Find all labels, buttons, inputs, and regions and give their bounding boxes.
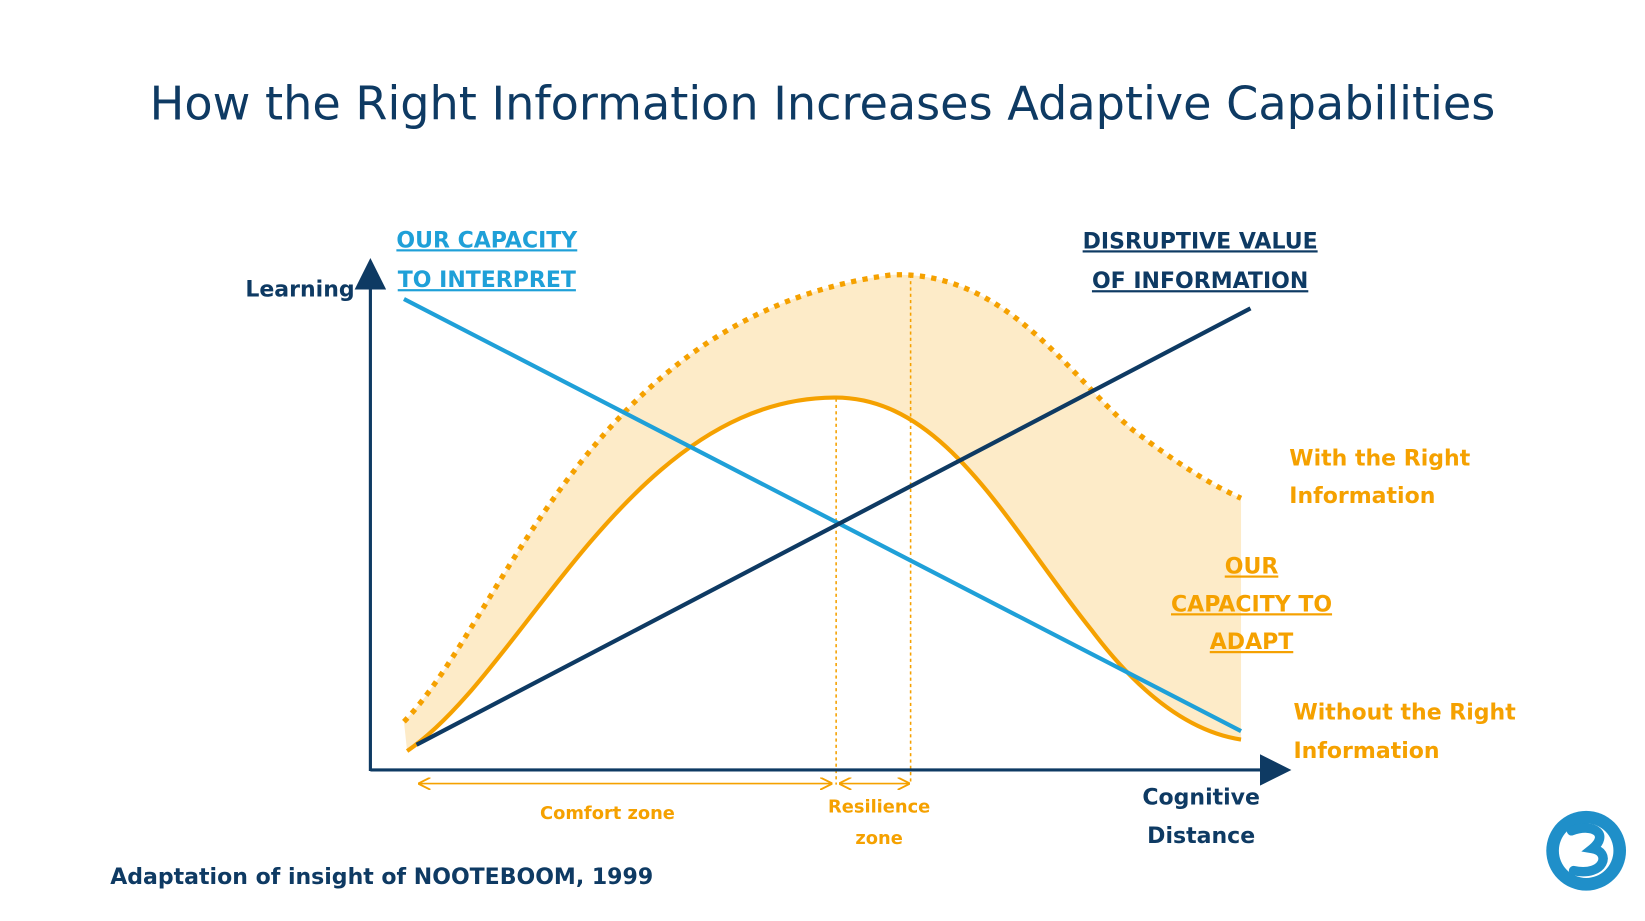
- disruptive-label: DISRUPTIVE VALUE: [1083, 229, 1318, 254]
- without-info-label: Without the Right: [1293, 700, 1516, 725]
- without-info-curve: [405, 395, 1242, 753]
- resilience-zone-label: zone: [855, 828, 902, 849]
- adapt-label: OUR: [1225, 554, 1279, 579]
- logo: [1546, 810, 1627, 891]
- without-info-label: Information: [1293, 739, 1439, 764]
- title: How the Right Information Increases Adap…: [150, 76, 1496, 130]
- interpret-line: [402, 297, 1243, 733]
- adapt-label: ADAPT: [1210, 630, 1294, 655]
- adapt-label: CAPACITY TO: [1171, 592, 1332, 617]
- y-axis-label: Learning: [245, 278, 354, 303]
- interpret-label: TO INTERPRET: [398, 268, 576, 293]
- x-axis-label: Distance: [1147, 824, 1255, 849]
- footer: Adaptation of insight of NOOTEBOOM, 1999: [110, 865, 653, 890]
- with-info-label: Information: [1289, 484, 1435, 509]
- disruptive-label: OF INFORMATION: [1092, 269, 1308, 294]
- comfort-zone-label: Comfort zone: [540, 803, 675, 824]
- x-axis-label: Cognitive: [1142, 785, 1260, 810]
- with-info-label: With the Right: [1289, 446, 1470, 471]
- resilience-zone-label: Resilience: [828, 797, 930, 818]
- disruptive-line: [415, 306, 1252, 747]
- adaptation-band: [403, 274, 1242, 752]
- interpret-label: OUR CAPACITY: [396, 228, 578, 253]
